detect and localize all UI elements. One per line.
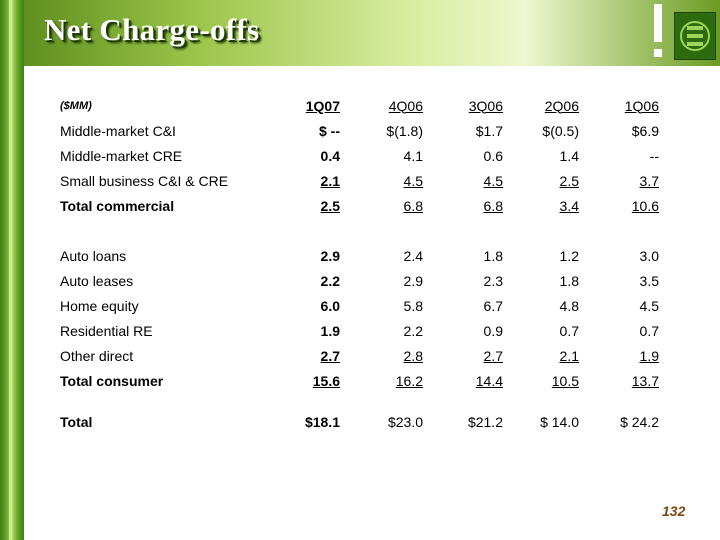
table-cell: 1.9 <box>639 347 659 364</box>
row-label: Total commercial <box>60 197 175 214</box>
table-cell: 2.2 <box>403 322 423 339</box>
column-header: 1Q07 <box>305 97 340 114</box>
table-row-grand-total: Total $18.1 $23.0 $21.2 $ 14.0 $ 24.2 <box>56 409 659 434</box>
table-row-total: Total consumer 15.6 16.2 14.4 10.5 13.7 <box>56 368 659 393</box>
table-row: Other direct 2.7 2.8 2.7 2.1 1.9 <box>56 343 659 368</box>
row-label: Other direct <box>60 347 134 364</box>
table-cell: 2.8 <box>403 347 423 364</box>
table-cell: 4.5 <box>403 172 423 189</box>
spacer-row <box>56 393 659 409</box>
table-row: Middle-market C&I $ -- $(1.8) $1.7 $(0.5… <box>56 118 659 143</box>
row-label: Residential RE <box>60 322 153 339</box>
net-charge-offs-table: ($MM) 1Q07 4Q06 3Q06 2Q06 1Q06 Middle-ma… <box>56 93 659 434</box>
table-cell: 4.1 <box>403 147 423 164</box>
table-cell: 1.4 <box>559 147 579 164</box>
table-cell: $1.7 <box>475 122 503 139</box>
table-header-row: ($MM) 1Q07 4Q06 3Q06 2Q06 1Q06 <box>56 93 659 118</box>
column-header: 1Q06 <box>624 97 659 114</box>
table-cell: $ 24.2 <box>620 413 659 430</box>
table-row-total: Total commercial 2.5 6.8 6.8 3.4 10.6 <box>56 193 659 218</box>
column-header: 4Q06 <box>388 97 423 114</box>
table-row: Auto loans 2.9 2.4 1.8 1.2 3.0 <box>56 243 659 268</box>
table-row: Residential RE 1.9 2.2 0.9 0.7 0.7 <box>56 318 659 343</box>
table-cell: 4.5 <box>483 172 503 189</box>
table-cell: 6.8 <box>403 197 423 214</box>
table-cell: 16.2 <box>395 372 423 389</box>
table-cell: $ -- <box>319 122 340 139</box>
exclamation-mark-icon <box>652 4 664 62</box>
table-cell: 0.7 <box>639 322 659 339</box>
table-cell: 2.5 <box>320 197 340 214</box>
table-cell: $(0.5) <box>542 122 579 139</box>
table-cell: 0.7 <box>559 322 579 339</box>
table-row: Auto leases 2.2 2.9 2.3 1.8 3.5 <box>56 268 659 293</box>
table-cell: 10.6 <box>631 197 659 214</box>
table-cell: 6.7 <box>483 297 503 314</box>
table-cell: 0.6 <box>483 147 503 164</box>
table-cell: 6.8 <box>483 197 503 214</box>
table-cell: $18.1 <box>304 413 340 430</box>
table-cell: 10.5 <box>551 372 579 389</box>
table-row: Home equity 6.0 5.8 6.7 4.8 4.5 <box>56 293 659 318</box>
table-cell: 1.8 <box>483 247 503 264</box>
table-cell: 2.9 <box>320 247 340 264</box>
table-cell: 0.9 <box>483 322 503 339</box>
table-cell: 2.4 <box>403 247 423 264</box>
table-cell: 2.5 <box>559 172 579 189</box>
row-label: Middle-market C&I <box>60 122 176 139</box>
table-cell: $23.0 <box>387 413 423 430</box>
row-label: Home equity <box>60 297 139 314</box>
column-header: 3Q06 <box>468 97 503 114</box>
table-cell: 5.8 <box>403 297 423 314</box>
column-header: 2Q06 <box>544 97 579 114</box>
table-cell: 2.9 <box>403 272 423 289</box>
row-label: Middle-market CRE <box>60 147 183 164</box>
table-cell: 3.0 <box>639 247 659 264</box>
row-label: Small business C&I & CRE <box>60 172 229 189</box>
page-number: 132 <box>662 503 686 519</box>
row-label: Auto leases <box>60 272 134 289</box>
slide-title: Net Charge-offs <box>44 12 260 47</box>
table-cell: 2.3 <box>483 272 503 289</box>
table-cell: $ 14.0 <box>540 413 579 430</box>
company-logo <box>674 12 716 60</box>
table-cell: $6.9 <box>631 122 659 139</box>
row-label: Total <box>60 413 93 430</box>
table-cell: 13.7 <box>631 372 659 389</box>
row-label: Total consumer <box>60 372 164 389</box>
table-cell: 14.4 <box>475 372 503 389</box>
table-cell: 6.0 <box>320 297 340 314</box>
table-cell: 2.1 <box>320 172 340 189</box>
title-banner <box>24 0 720 66</box>
table-cell: 3.7 <box>639 172 659 189</box>
table-cell: 3.4 <box>559 197 579 214</box>
table-row: Middle-market CRE 0.4 4.1 0.6 1.4 -- <box>56 143 659 168</box>
table-cell: 2.2 <box>320 272 340 289</box>
table-cell: -- <box>649 147 659 164</box>
table-cell: 1.9 <box>320 322 340 339</box>
row-label: Auto loans <box>60 247 127 264</box>
table-cell: 1.8 <box>559 272 579 289</box>
spacer-row <box>56 218 659 243</box>
table-cell: 1.2 <box>559 247 579 264</box>
table-cell: 0.4 <box>320 147 340 164</box>
unit-label: ($MM) <box>60 99 92 112</box>
table-cell: 2.1 <box>559 347 579 364</box>
left-accent-bar <box>0 0 24 540</box>
table-cell: 2.7 <box>320 347 340 364</box>
table-cell: 3.5 <box>639 272 659 289</box>
table-cell: $(1.8) <box>386 122 423 139</box>
table-cell: 2.7 <box>483 347 503 364</box>
table-row: Small business C&I & CRE 2.1 4.5 4.5 2.5… <box>56 168 659 193</box>
table-cell: 15.6 <box>312 372 340 389</box>
table-cell: 4.8 <box>559 297 579 314</box>
table-cell: 4.5 <box>639 297 659 314</box>
table-cell: $21.2 <box>467 413 503 430</box>
